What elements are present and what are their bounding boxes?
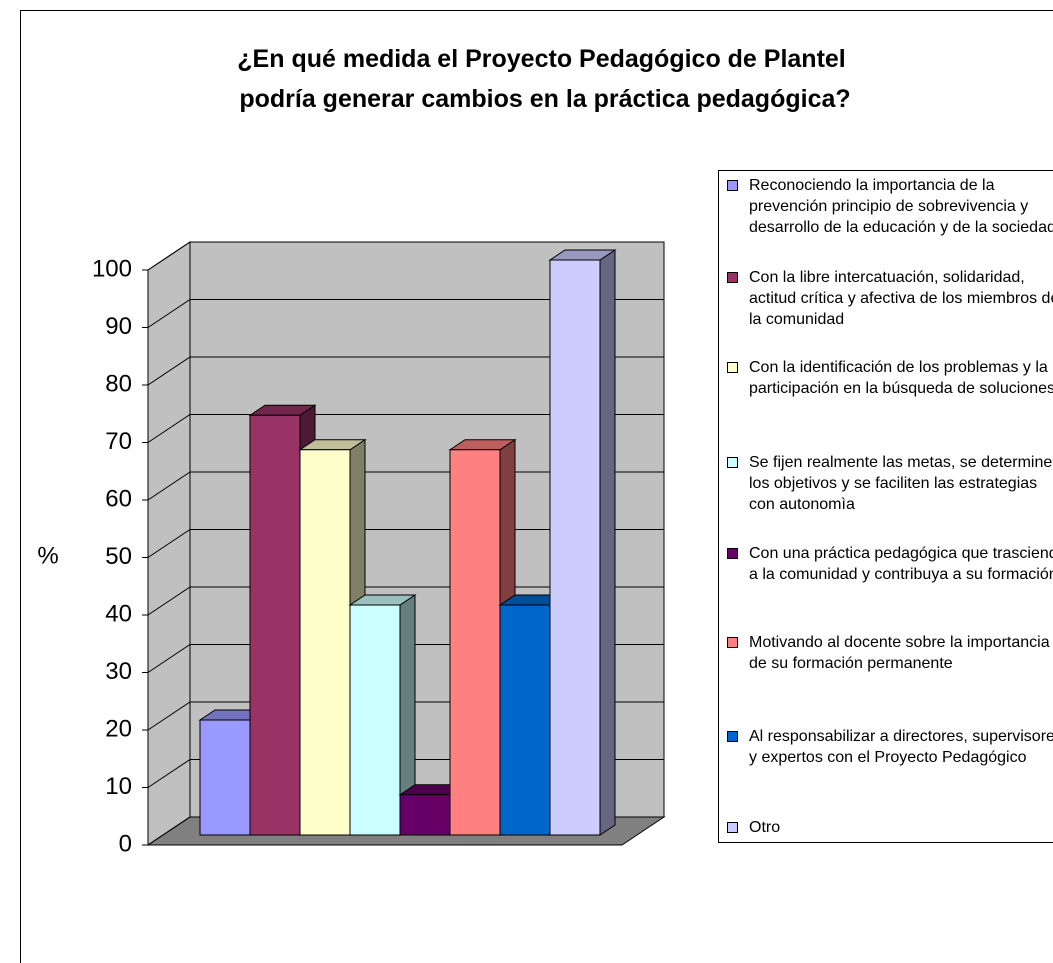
grid-line	[147, 241, 664, 271]
bar	[549, 259, 601, 836]
legend-entry: Con la identificación de los problemas y…	[719, 357, 1053, 399]
legend-label: Con una práctica pedagógica que trascien…	[749, 545, 1053, 583]
legend-entry: Motivando al docente sobre la importanci…	[719, 632, 1053, 674]
legend-entry: Al responsabilizar a directores, supervi…	[719, 726, 1053, 768]
y-tick-label: 50	[105, 543, 132, 570]
y-axis-label: %	[37, 542, 58, 569]
legend: Reconociendo la importancia de la preven…	[718, 170, 1053, 843]
legend-swatch	[727, 731, 738, 742]
legend-label: Se fijen realmente las metas, se determi…	[749, 454, 1053, 513]
bar	[499, 604, 551, 836]
grid-line	[147, 356, 664, 386]
legend-label: Reconociendo la importancia de la preven…	[749, 177, 1053, 236]
legend-swatch	[727, 457, 738, 468]
y-tick-label: 30	[105, 658, 132, 685]
y-tick-label: 100	[92, 255, 132, 282]
y-tick-label: 0	[119, 830, 132, 857]
bar	[299, 449, 351, 836]
bar	[449, 449, 501, 836]
legend-swatch	[727, 362, 738, 373]
y-tick-label: 90	[105, 313, 132, 340]
legend-swatch	[727, 637, 738, 648]
legend-entry: Con una práctica pedagógica que trascien…	[719, 543, 1053, 585]
legend-swatch	[727, 822, 738, 833]
y-tick-label: 70	[105, 428, 132, 455]
legend-label: Con la identificación de los problemas y…	[749, 359, 1053, 397]
legend-swatch	[727, 548, 738, 559]
bar-group	[548, 249, 617, 836]
y-tick-label: 10	[105, 773, 132, 800]
bar	[249, 414, 301, 836]
bar	[349, 604, 401, 836]
bar	[199, 719, 251, 836]
y-tick-label: 40	[105, 600, 132, 627]
chart-title: ¿En qué medida el Proyecto Pedagógico de…	[237, 45, 852, 113]
bar	[399, 794, 451, 836]
legend-label: Al responsabilizar a directores, supervi…	[749, 728, 1053, 766]
legend-entry: Reconociendo la importancia de la preven…	[719, 175, 1053, 238]
grid-line	[147, 299, 664, 328]
title-line: ¿En qué medida el Proyecto Pedagógico de…	[237, 45, 845, 73]
y-tick-label: 20	[105, 715, 132, 742]
legend-label: Con la libre intercatuación, solidaridad…	[749, 269, 1053, 328]
grid-line	[147, 414, 664, 443]
legend-swatch	[727, 272, 738, 283]
legend-swatch	[727, 180, 738, 191]
y-tick-label: 60	[105, 485, 132, 512]
legend-label: Otro	[749, 819, 781, 836]
bar-group	[348, 594, 417, 836]
bar-side	[599, 249, 616, 836]
legend-entry: Con la libre intercatuación, solidaridad…	[719, 267, 1053, 330]
legend-label: Motivando al docente sobre la importanci…	[749, 634, 1050, 672]
legend-entry: Otro	[719, 817, 1053, 838]
title-line: podría generar cambios en la práctica pe…	[239, 85, 850, 113]
y-tick-label: 80	[105, 370, 132, 397]
legend-entry: Se fijen realmente las metas, se determi…	[719, 452, 1053, 515]
